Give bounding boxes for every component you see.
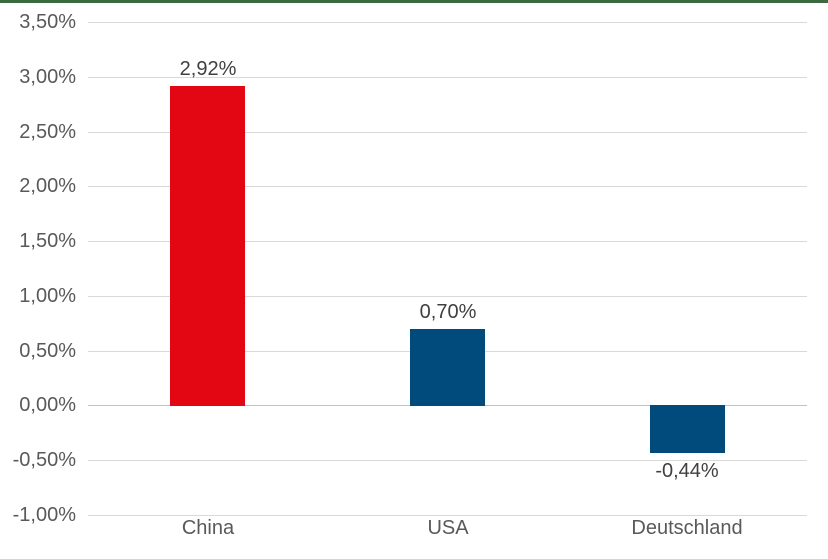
x-axis-category-label: China xyxy=(181,517,235,539)
gridline xyxy=(88,186,807,187)
y-axis-tick-label: 2,00% xyxy=(19,175,76,197)
y-axis-tick-label: 0,50% xyxy=(19,340,76,362)
y-axis-tick-label: 0,00% xyxy=(19,394,76,416)
y-axis-tick-label: 2,50% xyxy=(19,121,76,143)
y-axis-tick-label: -0,50% xyxy=(12,449,76,471)
top-border-line xyxy=(0,0,828,3)
gridline xyxy=(88,241,807,242)
y-axis-tick-label: -1,00% xyxy=(12,504,76,526)
gridline xyxy=(88,22,807,23)
bar-usa xyxy=(410,329,485,406)
y-axis-tick-label: 1,00% xyxy=(19,285,76,307)
bar-deutschland xyxy=(650,405,725,453)
y-axis-tick-label: 3,50% xyxy=(19,11,76,33)
bar-value-label: 0,70% xyxy=(419,301,477,323)
y-axis-tick-label: 3,00% xyxy=(19,66,76,88)
bar-china xyxy=(170,86,245,406)
x-axis-category-label: USA xyxy=(427,517,469,539)
bar-value-label: -0,44% xyxy=(655,460,719,482)
gridline xyxy=(88,515,807,516)
gridline xyxy=(88,296,807,297)
y-axis-tick-label: 1,50% xyxy=(19,230,76,252)
gridline xyxy=(88,460,807,461)
bar-value-label: 2,92% xyxy=(179,58,237,80)
gridline xyxy=(88,132,807,133)
x-axis-category-label: Deutschland xyxy=(631,517,743,539)
gridline xyxy=(88,77,807,78)
